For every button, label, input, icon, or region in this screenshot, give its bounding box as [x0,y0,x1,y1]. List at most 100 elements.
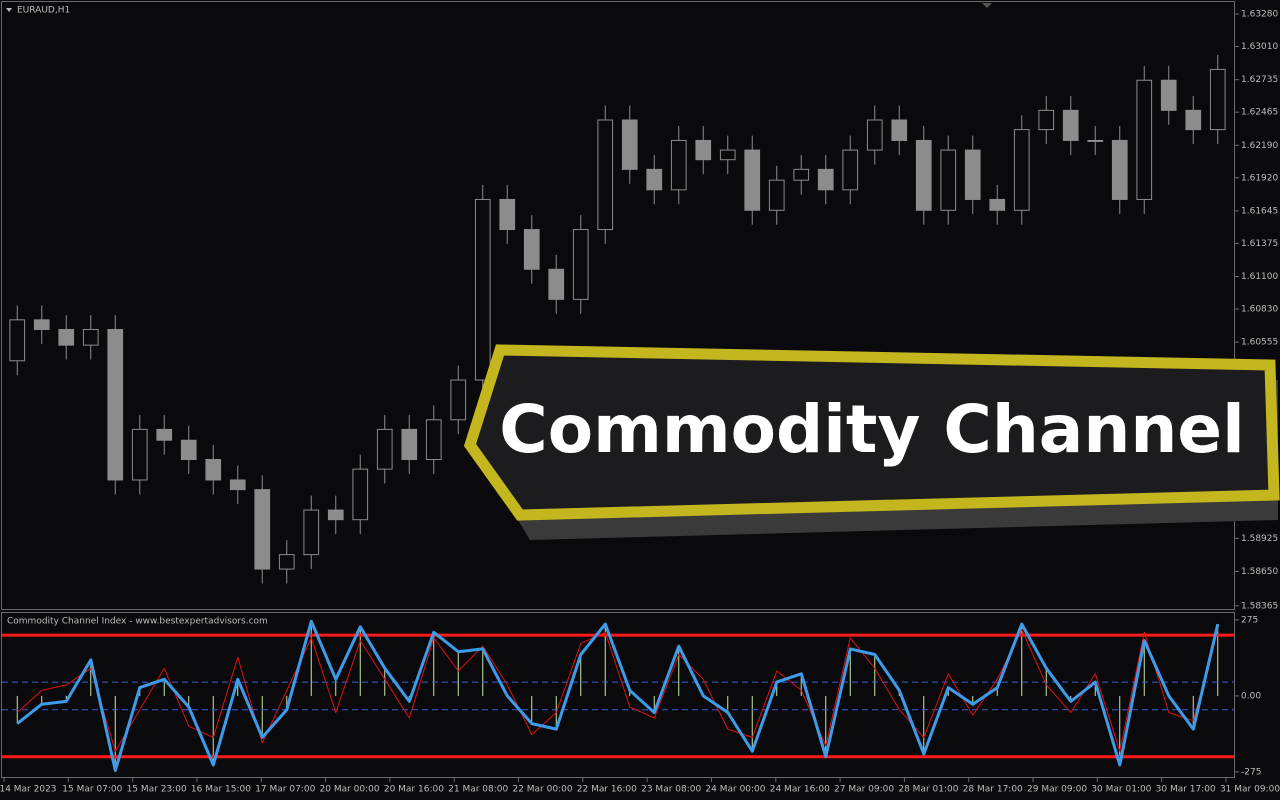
candle-body [597,119,614,231]
y-tick-label: 1.58365 [1241,601,1278,611]
y-tick-label: 1.58925 [1241,534,1278,544]
candle-body [1185,109,1202,131]
candle-body [376,428,393,470]
cci-line [16,619,1220,772]
y-tick-label: 1.62735 [1241,75,1278,85]
candle-body [82,328,99,346]
x-tick-label: 31 Mar 09:00 [1220,785,1280,795]
candle-body [107,328,124,481]
x-tick-label: 30 Mar 01:00 [1091,785,1151,795]
candle-body [401,428,418,461]
y-tick-label: 1.61920 [1241,173,1278,183]
candle-body [474,198,491,381]
candle-body [156,428,173,441]
indicator-title: Commodity Channel Index - www.bestexpert… [7,617,268,627]
indicator-panel-frame [1,612,1235,778]
y-tick-label: 1.62465 [1241,108,1278,118]
candle-body [866,119,883,151]
candle-body [499,198,516,231]
banner-shape [463,344,1280,521]
candle-body [670,139,687,191]
candle-body [964,149,981,200]
candle-body [58,328,75,346]
candle-body [1136,79,1153,200]
x-tick-label: 22 Mar 16:00 [577,785,637,795]
candle-body [1209,68,1226,131]
x-tick-label: 22 Mar 00:00 [512,785,572,795]
candle-body [205,459,222,481]
x-tick-label: 17 Mar 07:00 [255,785,315,795]
x-tick-label: 14 Mar 2023 [0,785,57,795]
candle-body [891,119,908,141]
candle-body [744,149,761,211]
candle-body [621,119,638,170]
candle-body [33,319,50,330]
candle-body [1160,79,1177,111]
candle-body [180,439,197,461]
x-tick-label: 24 Mar 00:00 [705,785,765,795]
y-tick-label: -275 [1241,767,1261,777]
candle-body [572,229,589,300]
y-tick-label: 0.00 [1241,691,1261,701]
y-tick-label: 275 [1241,615,1258,625]
x-tick-label: 21 Mar 08:00 [448,785,508,795]
candle-body [9,319,26,362]
x-tick-label: 15 Mar 07:00 [62,785,122,795]
x-tick-label: 28 Mar 17:00 [963,785,1023,795]
candle-body [131,428,148,481]
y-tick-label: 1.61645 [1241,206,1278,216]
candle-body [425,419,442,461]
candle-body [229,479,246,491]
candle-body [303,509,320,556]
candle-body [1111,139,1128,200]
banner-text: Commodity Channel [499,391,1244,468]
candle-body [695,139,712,161]
candle-body [719,149,736,161]
candle-body [768,179,785,211]
y-tick-label: 1.61375 [1241,239,1278,249]
x-tick-label: 23 Mar 08:00 [641,785,701,795]
x-tick-label: 15 Mar 23:00 [127,785,187,795]
candle-body [1062,109,1079,141]
candle-body [1038,109,1055,131]
candle-body [1087,139,1104,142]
x-tick-label: 16 Mar 15:00 [191,785,251,795]
candle-body [450,379,467,421]
y-tick-label: 1.63010 [1241,42,1278,52]
y-tick-label: 1.63280 [1241,10,1278,20]
candle-body [793,168,810,181]
y-tick-label: 1.61100 [1241,272,1278,282]
y-tick-label: 1.58650 [1241,567,1278,577]
x-tick-label: 28 Mar 01:00 [898,785,958,795]
candle-body [352,468,369,521]
y-tick-label: 1.62190 [1241,141,1278,151]
candle-body [915,139,932,211]
candle-body [327,509,344,521]
candle-body [842,149,859,191]
x-tick-label: 29 Mar 09:00 [1027,785,1087,795]
banner: Commodity Channel [463,344,1280,540]
y-tick-label: 1.60830 [1241,305,1278,315]
x-tick-label: 20 Mar 16:00 [384,785,444,795]
x-tick-label: 24 Mar 16:00 [770,785,830,795]
candle-body [646,168,663,191]
x-tick-label: 27 Mar 09:00 [834,785,894,795]
x-tick-label: 20 Mar 00:00 [320,785,380,795]
candle-body [548,268,565,300]
y-tick-label: 1.60555 [1241,338,1278,348]
plot-layer: 1.63280 1.63010 1.62735 1.62465 1.62190 1.619… [0,10,1280,795]
shift-marker [982,3,992,8]
menu-arrow[interactable] [6,8,12,12]
candle-body [254,489,271,570]
candle-body [817,168,834,191]
candle-body [940,149,957,211]
price-title: EURAUD,H1 [17,6,70,16]
candle-body [989,198,1006,211]
price-panel-frame [1,1,1235,610]
candle-body [278,554,295,570]
candle-body [523,229,540,270]
candle-body [1013,129,1030,211]
x-tick-label: 30 Mar 17:00 [1156,785,1216,795]
